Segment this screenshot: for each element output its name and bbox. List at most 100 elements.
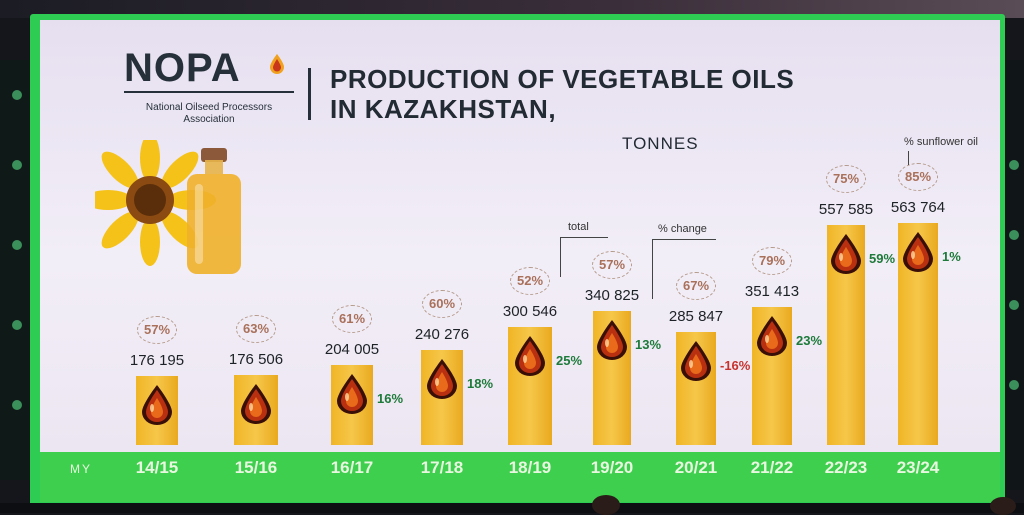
oil-drop-icon <box>757 316 787 356</box>
side-marker-icon <box>12 160 22 170</box>
x-tick-label: 21/22 <box>750 458 794 477</box>
oil-drop-icon <box>755 315 789 362</box>
bar-18-19 <box>508 327 552 445</box>
logo-subtitle-line-1: National Oilseed Processors <box>145 102 273 113</box>
oil-drop-icon <box>595 319 629 366</box>
oil-drop-icon <box>679 340 713 387</box>
bar-23-24 <box>898 223 938 445</box>
sunflower-share-label: 61% <box>332 305 372 333</box>
change-label: 13% <box>635 337 662 352</box>
audience-head <box>592 495 620 515</box>
change-leader-line <box>652 239 653 299</box>
right-side-panel <box>1005 60 1024 490</box>
oil-drop-icon <box>270 54 284 74</box>
logo-wordmark: NOPA <box>124 46 241 90</box>
bar-15-16 <box>234 375 278 445</box>
side-marker-icon <box>1009 300 1019 310</box>
logo-underline <box>124 91 294 93</box>
change-label: 18% <box>467 376 494 391</box>
value-label: 176 506 <box>228 351 284 368</box>
oil-drop-icon <box>515 336 545 376</box>
sunflower-share-label: 79% <box>752 247 792 275</box>
room-background-top <box>0 0 1024 18</box>
side-marker-icon <box>12 90 22 100</box>
value-label: 300 546 <box>502 303 558 320</box>
oil-drop-icon <box>427 359 457 399</box>
x-tick-label: 16/17 <box>330 458 374 477</box>
x-tick-label: 18/19 <box>508 458 552 477</box>
x-axis-strip <box>40 452 1000 502</box>
room-background-bottom <box>0 495 1024 515</box>
oil-drop-icon <box>140 384 174 431</box>
change-label: 25% <box>556 353 583 368</box>
sunflower-leader-line <box>908 151 909 165</box>
change-leader-line <box>652 239 716 240</box>
change-label: 23% <box>796 333 823 348</box>
total-leader-line <box>560 237 561 277</box>
sunflower-share-label: 60% <box>422 290 462 318</box>
oil-drop-icon <box>597 320 627 360</box>
value-label: 557 585 <box>818 201 874 218</box>
value-label: 351 413 <box>744 283 800 300</box>
sunflower-share-label: 57% <box>137 316 177 344</box>
x-tick-label: 22/23 <box>824 458 868 477</box>
change-annotation: % change <box>658 223 707 235</box>
change-label: -16% <box>720 358 751 373</box>
oil-drop-icon <box>241 384 271 424</box>
bar-22-23 <box>827 225 865 445</box>
chart-title-line-1: PRODUCTION OF VEGETABLE OILS <box>330 64 795 94</box>
side-marker-icon <box>12 400 22 410</box>
value-label: 240 276 <box>414 326 470 343</box>
sunflower-share-label: 75% <box>826 165 866 193</box>
total-annotation: total <box>568 221 589 233</box>
change-label: 1% <box>942 249 961 264</box>
bar-17-18 <box>421 350 463 445</box>
left-side-panel <box>0 60 30 480</box>
x-tick-label: 20/21 <box>674 458 718 477</box>
chart-title-line-2: IN KAZAKHSTAN, <box>330 94 557 124</box>
bar-21-22 <box>752 307 792 445</box>
oil-drop-icon <box>903 232 933 272</box>
bar-14-15 <box>136 376 178 445</box>
sunflower-oil-bottle-icon <box>95 140 241 274</box>
side-marker-icon <box>12 320 22 330</box>
oil-drop-icon <box>829 233 863 280</box>
units-label: TONNES <box>622 134 699 153</box>
side-marker-icon <box>1009 230 1019 240</box>
sunflower-share-label: 63% <box>236 315 276 343</box>
side-marker-icon <box>1009 380 1019 390</box>
bar-16-17 <box>331 365 373 445</box>
change-label: 59% <box>869 251 896 266</box>
sunflower-share-label: 52% <box>510 267 550 295</box>
sunflower-share-label: 57% <box>592 251 632 279</box>
value-label: 563 764 <box>890 199 946 216</box>
oil-drop-icon <box>239 383 273 430</box>
oil-drop-icon <box>425 358 459 405</box>
oil-drop-icon <box>901 231 935 278</box>
value-label: 176 195 <box>129 352 185 369</box>
title-divider <box>308 68 311 120</box>
value-label: 204 005 <box>324 341 380 358</box>
logo-subtitle: National Oilseed Processors Association <box>124 102 294 126</box>
bar-20-21 <box>676 332 716 445</box>
change-label: 16% <box>377 391 404 406</box>
side-marker-icon <box>1009 160 1019 170</box>
oil-drop-icon <box>513 335 547 382</box>
sunflower-share-label: 67% <box>676 272 716 300</box>
side-marker-icon <box>12 240 22 250</box>
oil-drop-icon <box>335 373 369 420</box>
x-tick-label: 23/24 <box>896 458 940 477</box>
x-tick-label: 14/15 <box>135 458 179 477</box>
nopa-logo: NOPA National Oilseed Processors Associa… <box>124 46 294 125</box>
oil-drop-icon <box>681 341 711 381</box>
x-tick-label: 17/18 <box>420 458 464 477</box>
x-tick-label: 19/20 <box>590 458 634 477</box>
value-label: 285 847 <box>668 308 724 325</box>
audience-head <box>990 497 1016 515</box>
x-axis-prefix: MY <box>70 462 92 476</box>
x-tick-label: 15/16 <box>234 458 278 477</box>
logo-subtitle-line-2: Association <box>183 114 235 125</box>
oil-drop-icon <box>337 374 367 414</box>
oil-drop-icon <box>831 234 861 274</box>
chart-title: PRODUCTION OF VEGETABLE OILS IN KAZAKHST… <box>330 64 794 124</box>
